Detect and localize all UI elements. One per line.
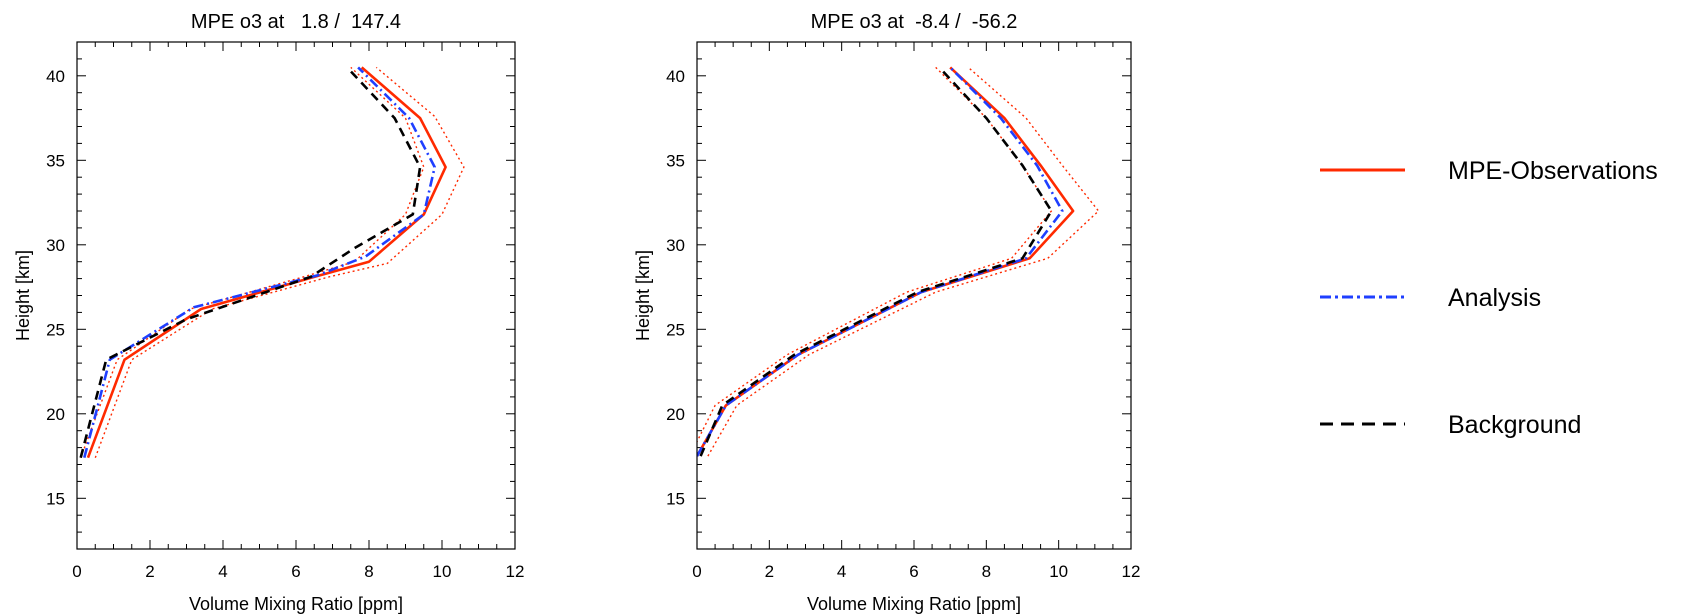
series-line-background [699, 66, 1053, 457]
x-tick-label: 4 [218, 562, 227, 581]
series-line-analysis [83, 66, 437, 459]
chart-title: MPE o3 at -8.4 / -56.2 [811, 11, 1018, 33]
plot-frame [76, 41, 516, 550]
x-tick-label: 2 [765, 562, 774, 581]
y-tick-label: 20 [666, 405, 685, 424]
y-axis-label: Height [km] [13, 250, 33, 341]
legend: MPE-Observations Analysis Background [1320, 157, 1658, 439]
series-line-mpe-observations [86, 66, 447, 459]
x-tick-label: 10 [433, 562, 452, 581]
chart-panel-1: MPE o3 at 1.8 / 147.4 0 2 4 6 8 10 12 15 20 25 30 35… [13, 11, 524, 614]
series-line-mpe-observations-upper [94, 66, 465, 458]
series-line-mpe-observations-upper [707, 66, 1100, 457]
x-tick-label: 12 [506, 562, 525, 581]
y-tick-label: 20 [46, 405, 65, 424]
series-line-mpe-observations-lower [80, 66, 425, 458]
series-group [79, 66, 465, 459]
x-tick-label: 4 [837, 562, 846, 581]
y-tick-label: 35 [666, 151, 685, 170]
x-axis-label: Volume Mixing Ratio [ppm] [189, 594, 403, 614]
series-line-mpe-observations-lower [697, 66, 1053, 444]
plot-frame [696, 41, 1132, 550]
y-tick-label: 35 [46, 151, 65, 170]
y-axis-label: Height [km] [633, 250, 653, 341]
series-group [697, 66, 1100, 457]
x-tick-label: 12 [1122, 562, 1141, 581]
y-tick-label: 30 [666, 236, 685, 255]
y-tick-label: 25 [46, 320, 65, 339]
chart-title: MPE o3 at 1.8 / 147.4 [191, 11, 401, 33]
y-tick-label: 25 [666, 320, 685, 339]
x-tick-label: 0 [72, 562, 81, 581]
series-line-analysis [697, 66, 1064, 457]
x-tick-label: 8 [982, 562, 991, 581]
y-tick-label: 40 [46, 67, 65, 86]
legend-label: Background [1448, 411, 1581, 439]
x-tick-label: 10 [1049, 562, 1068, 581]
x-tick-label: 0 [692, 562, 701, 581]
chart-panel-2: MPE o3 at -8.4 / -56.2 0 2 4 6 8 10 12 15 20 25 30 3… [633, 11, 1140, 614]
legend-label: MPE-Observations [1448, 157, 1658, 185]
x-tick-label: 6 [909, 562, 918, 581]
x-tick-label: 8 [364, 562, 373, 581]
y-tick-label: 30 [46, 236, 65, 255]
series-line-background [79, 66, 422, 459]
y-tick-label: 15 [46, 489, 65, 508]
y-tick-label: 40 [666, 67, 685, 86]
x-tick-label: 6 [291, 562, 300, 581]
y-tick-label: 15 [666, 489, 685, 508]
x-tick-label: 2 [145, 562, 154, 581]
x-axis-label: Volume Mixing Ratio [ppm] [807, 594, 1021, 614]
legend-label: Analysis [1448, 284, 1541, 312]
